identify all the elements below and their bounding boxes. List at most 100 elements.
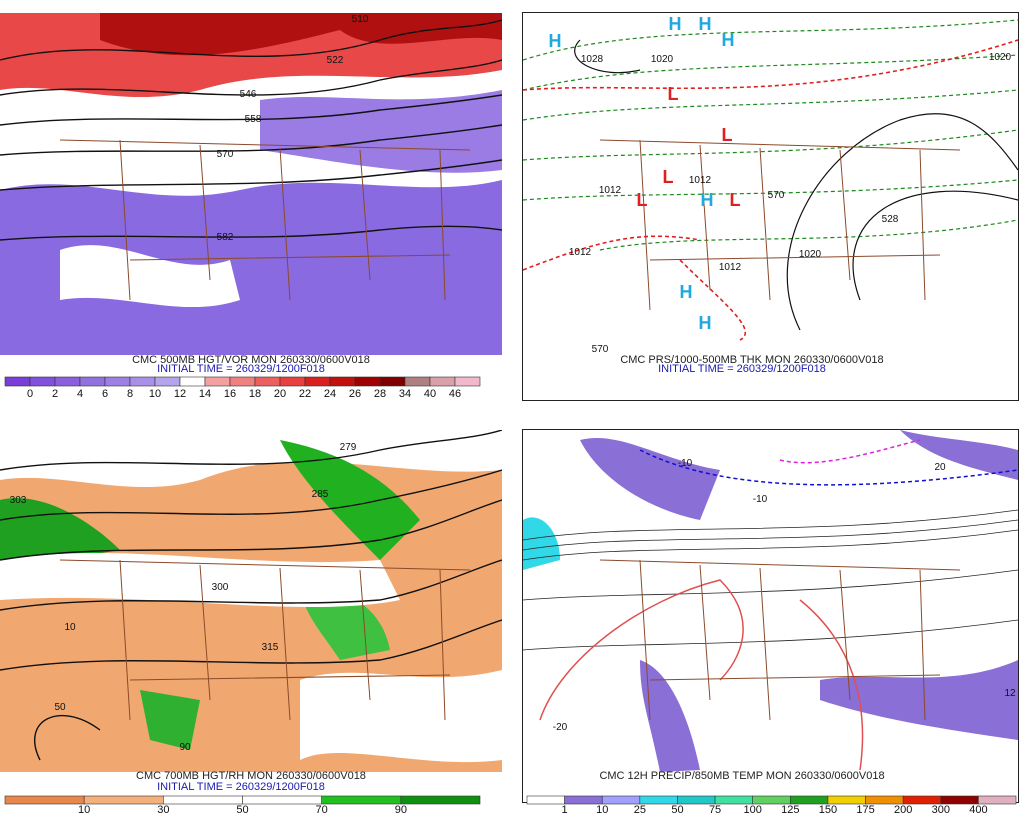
colorbar-label: 1 [562,804,568,816]
contour-label: 1020 [989,52,1012,63]
colorbar-label: 300 [932,804,950,816]
contour-label: 1012 [569,247,592,258]
panel-title: CMC 700MB HGT/RH MON 260330/0600V018 [136,770,366,782]
colorbar-label: 0 [27,388,33,400]
contour-label: -10 [753,494,768,505]
contour-label: 10 [64,622,76,633]
contour-label: 1028 [581,54,604,65]
colorbar-swatch [526,795,565,805]
map-pressure [523,19,1018,341]
contour-label: 558 [245,114,262,125]
colorbar-label: 175 [856,804,874,816]
contour-label: 510 [352,14,369,25]
colorbar-swatch [404,376,431,387]
pressure-center: L [637,190,648,210]
contour-label: 303 [10,495,27,506]
colorbar-swatch [204,376,231,387]
contour-label: 90 [179,742,191,753]
pressure-center: H [699,313,712,333]
map-humidity [0,430,502,772]
colorbar-label: 100 [744,804,762,816]
panel-frame [522,12,1019,401]
contour-label: 20 [934,462,946,473]
colorbar-swatch [639,795,678,805]
colorbar-label: 28 [374,388,386,400]
colorbar-swatch [865,795,904,805]
colorbar-label: 24 [324,388,336,400]
colorbar-label: 150 [819,804,837,816]
map-vorticity [0,13,502,355]
colorbar-label: 10 [149,388,161,400]
pressure-center: L [663,167,674,187]
contour-label: 1020 [799,249,822,260]
colorbar-swatch [179,376,206,387]
colorbar-swatch [104,376,131,387]
pressure-center: H [699,14,712,34]
contour-label: 570 [592,344,609,355]
colorbar-swatch [83,795,164,805]
colorbar-swatch [79,376,106,387]
contour-label: 546 [240,89,257,100]
colorbar-label: 30 [157,804,169,816]
contour-label: 279 [340,442,357,453]
colorbar-swatch [54,376,81,387]
colorbar-label: 22 [299,388,311,400]
colorbar-label: 8 [127,388,133,400]
contour-label: 582 [217,232,234,243]
colorbar-label: 200 [894,804,912,816]
colorbar-swatch [321,795,402,805]
colorbar-swatch [978,795,1017,805]
contour-label: 285 [312,489,329,500]
panel-title: CMC 500MB HGT/VOR MON 260330/0600V018 [132,354,370,366]
colorbar-swatch [304,376,331,387]
colorbar-label: 75 [709,804,721,816]
contour-label: -10 [678,458,693,469]
colorbar-swatch [254,376,281,387]
colorbar-label: 50 [671,804,683,816]
colorbar-swatch [4,795,85,805]
pressure-center: H [722,30,735,50]
colorbar-swatch [940,795,979,805]
contour-label: 522 [327,55,344,66]
panel-subtitle: INITIAL TIME = 260329/1200F018 [658,363,826,375]
colorbar-label: 10 [596,804,608,816]
pressure-center: L [730,190,741,210]
colorbar-swatch [4,376,31,387]
colorbar-label: 26 [349,388,361,400]
pressure-center: H [549,31,562,51]
colorbar-label: 10 [78,804,90,816]
contour-label: -20 [553,722,568,733]
panel-title: CMC PRS/1000-500MB THK MON 260330/0600V0… [620,354,883,366]
contour-label: 315 [262,642,279,653]
colorbar-swatch [790,795,829,805]
pressure-center: L [722,125,733,145]
colorbar-label: 46 [449,388,461,400]
contour-label: 570 [217,149,234,160]
contour-label: 1020 [651,54,674,65]
colorbar-label: 25 [634,804,646,816]
colorbar-swatch [429,376,456,387]
colorbar-swatch [677,795,716,805]
colorbar-swatch [827,795,866,805]
contour-label: 528 [882,214,899,225]
colorbar-label: 400 [969,804,987,816]
colorbar-label: 40 [424,388,436,400]
colorbar-swatch [379,376,406,387]
colorbar-label: 50 [236,804,248,816]
colorbar-swatch [601,795,641,805]
panel-subtitle: INITIAL TIME = 260329/1200F018 [157,363,325,375]
colorbar-label: 12 [174,388,186,400]
pressure-center: L [668,84,679,104]
panel-title: CMC 12H PRECIP/850MB TEMP MON 260330/060… [599,770,884,782]
pressure-center: H [680,282,693,302]
colorbar-swatch [29,376,56,387]
contour-label: 1012 [599,185,622,196]
contour-label: 50 [54,702,66,713]
colorbar-label: 18 [249,388,261,400]
colorbar-label: 16 [224,388,236,400]
contour-label: 1012 [689,175,712,186]
colorbar-swatch [564,795,603,805]
colorbar-swatch [454,376,481,387]
colorbar-swatch [752,795,791,805]
